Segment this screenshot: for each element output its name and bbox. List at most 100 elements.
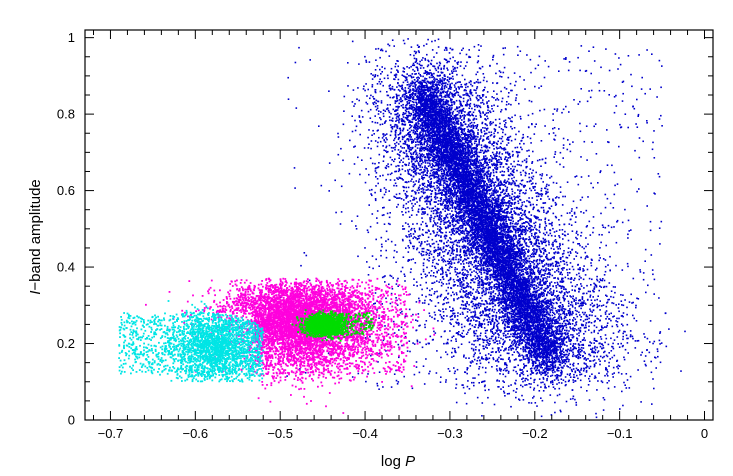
data-point — [430, 83, 432, 85]
data-point — [364, 89, 366, 92]
data-point — [423, 81, 425, 83]
data-point — [485, 275, 487, 278]
data-point — [478, 173, 481, 176]
data-point — [552, 325, 554, 327]
data-point — [391, 120, 394, 122]
data-point — [535, 171, 537, 174]
data-point — [629, 334, 632, 336]
data-point — [418, 297, 420, 300]
data-point — [497, 198, 500, 201]
data-point — [439, 239, 441, 242]
data-point — [543, 295, 545, 297]
data-point — [516, 45, 519, 48]
data-point — [483, 76, 486, 79]
data-point — [477, 104, 479, 107]
data-point — [377, 113, 380, 115]
data-point — [477, 178, 480, 180]
data-point — [468, 81, 471, 84]
data-point — [561, 309, 563, 312]
data-point — [431, 159, 433, 161]
data-point — [658, 339, 661, 342]
data-point — [455, 254, 458, 256]
data-point — [549, 288, 552, 290]
data-point — [572, 395, 575, 398]
data-point — [394, 244, 397, 246]
data-point — [538, 300, 541, 303]
data-point — [563, 359, 565, 361]
data-point — [430, 195, 432, 198]
data-point — [490, 261, 493, 263]
data-point — [611, 302, 613, 304]
data-point — [483, 267, 485, 269]
data-point — [544, 319, 546, 321]
data-point — [576, 238, 578, 240]
data-point — [458, 233, 460, 235]
data-point — [534, 67, 537, 70]
data-point — [484, 193, 487, 196]
data-point — [469, 176, 471, 179]
data-point — [532, 252, 534, 254]
data-point — [498, 347, 500, 349]
data-point — [455, 87, 457, 90]
data-point — [428, 159, 430, 162]
data-point — [534, 189, 536, 191]
data-point — [415, 173, 417, 176]
data-point — [661, 65, 663, 67]
data-point — [407, 145, 409, 148]
data-point — [513, 359, 516, 361]
data-point — [569, 212, 571, 214]
data-point — [564, 380, 567, 383]
data-point — [515, 327, 518, 330]
data-point — [479, 114, 482, 117]
data-point — [546, 318, 549, 321]
data-point — [499, 226, 501, 228]
data-point — [557, 267, 560, 270]
data-point — [544, 351, 546, 354]
data-point — [446, 120, 449, 123]
data-point — [433, 251, 436, 254]
data-point — [573, 347, 575, 349]
data-point — [464, 137, 466, 139]
data-point — [557, 305, 560, 308]
data-point — [460, 133, 463, 136]
data-point — [493, 278, 496, 281]
data-point — [482, 111, 484, 113]
data-point — [489, 215, 492, 218]
data-point — [486, 249, 489, 251]
data-point — [579, 244, 581, 247]
data-point — [521, 209, 524, 211]
data-point — [545, 301, 547, 303]
data-point — [445, 103, 447, 105]
data-point — [467, 308, 469, 310]
data-point — [472, 232, 474, 234]
data-point — [395, 297, 397, 299]
data-point — [598, 329, 600, 332]
data-point — [444, 260, 447, 263]
data-point — [482, 218, 485, 221]
data-point — [466, 315, 468, 317]
data-point — [517, 266, 519, 269]
data-point — [422, 365, 425, 367]
data-point — [466, 275, 468, 278]
data-point — [632, 277, 635, 280]
data-point — [422, 262, 425, 264]
data-point — [499, 273, 502, 275]
data-point — [528, 349, 531, 352]
data-point — [520, 179, 523, 182]
data-point — [488, 288, 490, 291]
data-point — [599, 319, 601, 322]
data-point — [411, 94, 414, 97]
data-point — [394, 137, 396, 140]
data-point — [429, 174, 432, 177]
data-point — [390, 292, 393, 295]
data-point — [402, 151, 405, 154]
data-point — [414, 170, 417, 173]
data-point — [552, 362, 555, 364]
data-point — [547, 195, 549, 198]
data-point — [615, 105, 618, 107]
data-point — [385, 240, 387, 242]
data-point — [445, 222, 447, 224]
data-point — [358, 63, 360, 65]
data-point — [455, 232, 457, 234]
data-point — [583, 287, 585, 289]
